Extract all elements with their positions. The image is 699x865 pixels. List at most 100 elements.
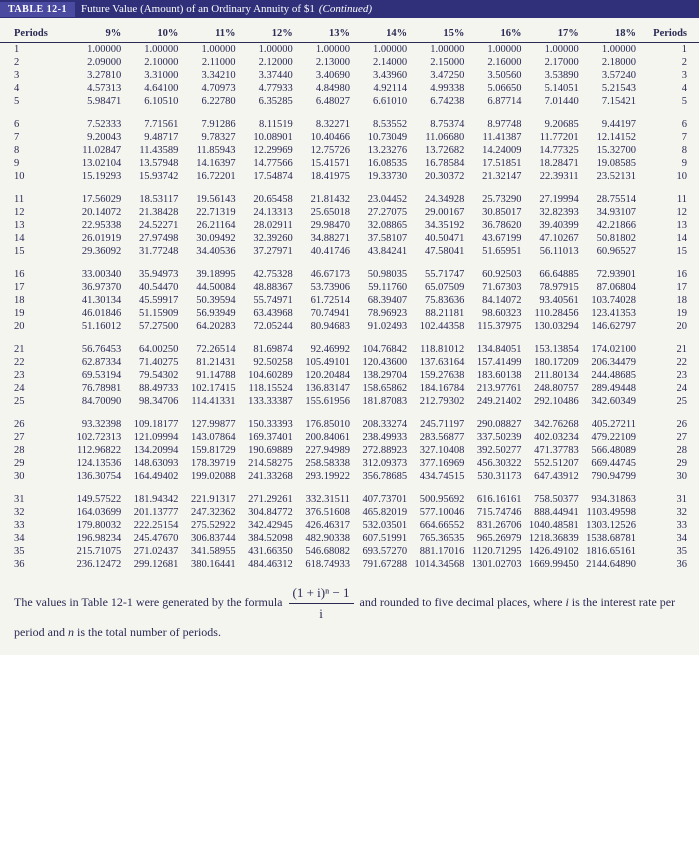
cell-value: 102.44358 — [410, 320, 467, 333]
cell-period-left: 36 — [0, 558, 67, 571]
cell-value: 133.33387 — [239, 395, 296, 408]
cell-period-left: 21 — [0, 343, 67, 356]
cell-value: 75.83636 — [410, 294, 467, 307]
header-rate-8: 17% — [525, 18, 582, 43]
cell-value: 1103.49598 — [582, 506, 639, 519]
cell-value: 23.52131 — [582, 170, 639, 183]
cell-value: 102.72313 — [67, 431, 124, 444]
cell-value: 249.21402 — [467, 395, 524, 408]
cell-value: 341.58955 — [181, 545, 238, 558]
cell-value: 115.37975 — [467, 320, 524, 333]
cell-value: 39.40399 — [525, 219, 582, 232]
cell-value: 332.31511 — [296, 493, 353, 506]
cell-value: 577.10046 — [410, 506, 467, 519]
cell-value: 20.14072 — [67, 206, 124, 219]
cell-period-left: 4 — [0, 82, 67, 95]
table-row: 1633.0034035.9497339.1899542.7532846.671… — [0, 268, 699, 281]
cell-value: 831.26706 — [467, 519, 524, 532]
cell-value: 9.20043 — [67, 131, 124, 144]
table-row: 1946.0184651.1590956.9394963.4396870.749… — [0, 307, 699, 320]
table-row: 1322.9533824.5227126.2116428.0291129.984… — [0, 219, 699, 232]
cell-value: 965.26979 — [467, 532, 524, 545]
cell-period-right: 36 — [639, 558, 699, 571]
cell-value: 87.06804 — [582, 281, 639, 294]
cell-period-right: 8 — [639, 144, 699, 157]
cell-value: 616.16161 — [467, 493, 524, 506]
cell-period-right: 10 — [639, 170, 699, 183]
cell-value: 791.67288 — [353, 558, 410, 571]
cell-value: 7.52333 — [67, 118, 124, 131]
cell-value: 13.72682 — [410, 144, 467, 157]
footnote-denominator: i — [289, 604, 354, 624]
cell-value: 283.56877 — [410, 431, 467, 444]
cell-value: 40.50471 — [410, 232, 467, 245]
table-row: 32164.03699201.13777247.32362304.8477237… — [0, 506, 699, 519]
cell-value: 29.00167 — [410, 206, 467, 219]
cell-period-left: 22 — [0, 356, 67, 369]
cell-value: 275.52922 — [181, 519, 238, 532]
table-row: 31149.57522181.94342221.91317271.2926133… — [0, 493, 699, 506]
cell-value: 7.91286 — [181, 118, 238, 131]
cell-value: 272.88923 — [353, 444, 410, 457]
cell-value: 9.48717 — [124, 131, 181, 144]
cell-value: 29.36092 — [67, 245, 124, 258]
cell-period-left: 27 — [0, 431, 67, 444]
cell-period-right: 4 — [639, 82, 699, 95]
cell-value: 98.60323 — [467, 307, 524, 320]
cell-value: 56.11013 — [525, 245, 582, 258]
header-rate-7: 16% — [467, 18, 524, 43]
cell-value: 164.49402 — [124, 470, 181, 483]
cell-period-left: 1 — [0, 43, 67, 57]
cell-value: 55.74971 — [239, 294, 296, 307]
cell-value: 11.02847 — [67, 144, 124, 157]
cell-value: 21.38428 — [124, 206, 181, 219]
table-row: 913.0210413.5794814.1639714.7756615.4157… — [0, 157, 699, 170]
cell-value: 29.98470 — [296, 219, 353, 232]
cell-value: 15.19293 — [67, 170, 124, 183]
cell-period-left: 10 — [0, 170, 67, 183]
cell-period-right: 22 — [639, 356, 699, 369]
cell-value: 241.33268 — [239, 470, 296, 483]
cell-value: 8.32271 — [296, 118, 353, 131]
cell-period-left: 11 — [0, 193, 67, 206]
cell-value: 465.82019 — [353, 506, 410, 519]
cell-value: 27.27075 — [353, 206, 410, 219]
header-rate-4: 13% — [296, 18, 353, 43]
cell-value: 93.40561 — [525, 294, 582, 307]
cell-value: 65.07509 — [410, 281, 467, 294]
cell-value: 68.39407 — [353, 294, 410, 307]
cell-period-right: 2 — [639, 56, 699, 69]
cell-value: 110.28456 — [525, 307, 582, 320]
cell-value: 1120.71295 — [467, 545, 524, 558]
cell-value: 43.84241 — [353, 245, 410, 258]
cell-value: 148.63093 — [124, 457, 181, 470]
cell-value: 150.33393 — [239, 418, 296, 431]
cell-value: 127.99877 — [181, 418, 238, 431]
cell-period-left: 23 — [0, 369, 67, 382]
cell-value: 2144.64890 — [582, 558, 639, 571]
footnote: The values in Table 12-1 were generated … — [0, 571, 699, 641]
cell-value: 200.84061 — [296, 431, 353, 444]
cell-period-left: 9 — [0, 157, 67, 170]
table-title-continued: (Continued) — [315, 3, 372, 15]
cell-value: 245.71197 — [410, 418, 467, 431]
cell-period-right: 12 — [639, 206, 699, 219]
cell-value: 134.84051 — [467, 343, 524, 356]
cell-value: 136.30754 — [67, 470, 124, 483]
cell-value: 15.41571 — [296, 157, 353, 170]
cell-value: 84.14072 — [467, 294, 524, 307]
cell-value: 236.12472 — [67, 558, 124, 571]
cell-value: 137.63164 — [410, 356, 467, 369]
cell-value: 222.25154 — [124, 519, 181, 532]
cell-value: 27.19994 — [525, 193, 582, 206]
cell-value: 206.34479 — [582, 356, 639, 369]
cell-value: 244.48685 — [582, 369, 639, 382]
cell-period-right: 1 — [639, 43, 699, 57]
cell-value: 304.84772 — [239, 506, 296, 519]
cell-value: 50.39594 — [181, 294, 238, 307]
cell-value: 647.43912 — [525, 470, 582, 483]
group-gap — [0, 483, 699, 493]
cell-value: 888.44941 — [525, 506, 582, 519]
cell-value: 881.17016 — [410, 545, 467, 558]
cell-period-right: 16 — [639, 268, 699, 281]
